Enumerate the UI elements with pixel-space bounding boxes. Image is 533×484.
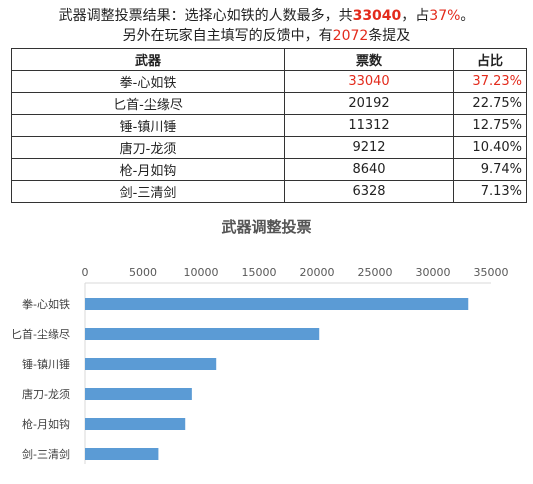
- summary-line-2: 另外在玩家自主填写的反馈中，有2072条提及: [0, 27, 533, 45]
- vote-percent: 37.23%: [453, 70, 527, 93]
- category-label: 唐刀-龙须: [22, 387, 70, 401]
- vote-percent: 22.75%: [453, 92, 527, 115]
- x-tick-label: 0: [82, 266, 89, 279]
- bar: [85, 358, 217, 370]
- bar: [85, 298, 469, 310]
- summary-text-a: 武器调整投票结果：选择心如铁的人数最多，共: [58, 8, 353, 24]
- x-tick-label: 30000: [416, 266, 451, 279]
- vote-results-table: 武器 票数 占比 拳-心如铁 33040 37.23% 匕首-尘缘尽 20192…: [11, 48, 527, 203]
- vote-percent: 7.13%: [453, 180, 527, 203]
- x-tick-label: 10000: [184, 266, 219, 279]
- header-percent: 占比: [453, 48, 527, 71]
- vote-count: 11312: [284, 114, 454, 137]
- table-row: 剑-三清剑 6328 7.13%: [11, 180, 527, 203]
- summary-text-b: ，占: [401, 8, 430, 24]
- weapon-name: 剑-三清剑: [11, 180, 285, 203]
- table-header-row: 武器 票数 占比: [11, 48, 527, 71]
- x-tick-label: 25000: [358, 266, 393, 279]
- category-label: 剑-三清剑: [22, 447, 70, 461]
- chart-title: 武器调整投票: [221, 218, 312, 236]
- summary-line-1: 武器调整投票结果：选择心如铁的人数最多，共33040，占37%。: [0, 7, 533, 25]
- x-tick-label: 5000: [129, 266, 157, 279]
- vote-count: 6328: [284, 180, 454, 203]
- summary-vote-percent: 37%: [429, 8, 461, 24]
- summary-vote-count: 33040: [352, 8, 402, 24]
- bar: [85, 418, 186, 430]
- feedback-text-b: 条提及: [368, 28, 411, 44]
- category-label: 拳-心如铁: [22, 297, 70, 311]
- category-label: 匕首-尘缘尽: [11, 327, 70, 341]
- bar: [85, 328, 320, 340]
- table-row: 拳-心如铁 33040 37.23%: [11, 70, 527, 93]
- summary-text-c: 。: [460, 8, 475, 24]
- category-label: 枪-月如钩: [22, 417, 70, 431]
- category-label: 锤-镇川锤: [22, 357, 70, 371]
- x-tick-label: 35000: [474, 266, 509, 279]
- bar: [85, 448, 159, 460]
- feedback-text-a: 另外在玩家自主填写的反馈中，有: [122, 28, 333, 44]
- x-tick-label: 15000: [242, 266, 277, 279]
- x-tick-label: 20000: [300, 266, 335, 279]
- feedback-count: 2072: [332, 28, 369, 44]
- vote-percent: 10.40%: [453, 136, 527, 159]
- vote-percent: 12.75%: [453, 114, 527, 137]
- bar: [85, 388, 192, 400]
